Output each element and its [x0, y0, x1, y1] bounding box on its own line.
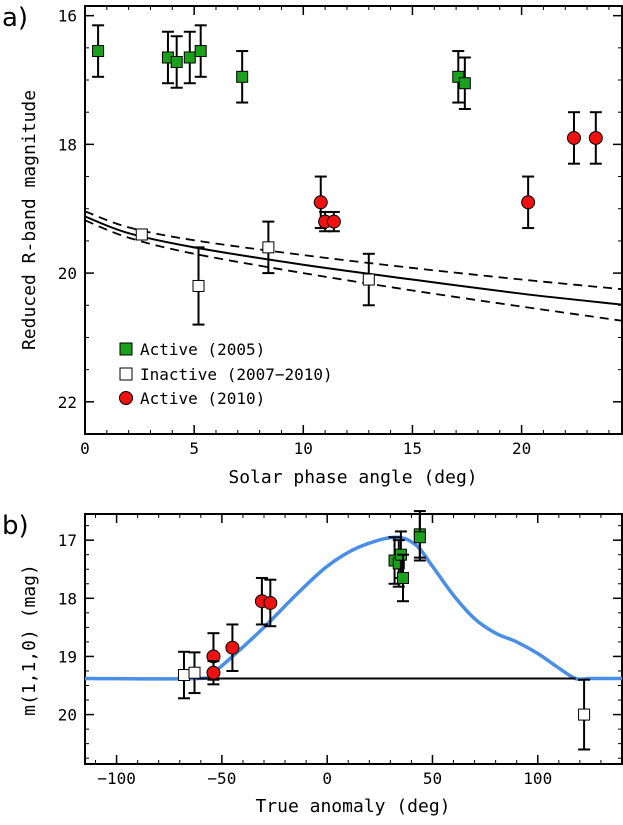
panel-b-ticks: −100 −50 0 50 100 17 18 19 20: [58, 514, 623, 788]
x-tick-label: 0: [80, 439, 90, 458]
y-tick-label: 19: [58, 647, 77, 666]
data-point: [170, 35, 183, 89]
marker-circle: [521, 195, 536, 210]
data-point: [521, 175, 536, 230]
data-point: [225, 623, 240, 672]
data-point: [236, 50, 249, 104]
data-point: [262, 220, 275, 275]
data-point: [566, 111, 581, 165]
marker-square: [452, 70, 465, 83]
x-tick-label: 5: [189, 439, 199, 458]
y-tick-label: 22: [58, 393, 77, 412]
panel-a: a) 0 5 10 15 20 16 18 20 22 Solar phase angle (d…: [2, 3, 623, 488]
marker-square: [262, 241, 275, 254]
data-point: [326, 210, 341, 233]
legend-marker-inactive: [119, 367, 133, 381]
data-point: [413, 513, 426, 562]
x-tick-label: −100: [97, 769, 136, 788]
data-point: [263, 578, 278, 628]
data-point: [92, 24, 105, 78]
data-point: [458, 56, 471, 110]
y-tick-label: 17: [58, 531, 77, 550]
marker-square: [170, 55, 183, 68]
marker-square: [192, 279, 205, 292]
x-tick-label: 50: [423, 769, 442, 788]
marker-circle: [313, 195, 328, 210]
data-point: [188, 651, 201, 695]
panel-a-ticks: 0 5 10 15 20 16 18 20 22: [58, 6, 622, 458]
x-tick-label: 10: [294, 439, 313, 458]
marker-square: [183, 51, 196, 64]
x-tick-label: 15: [403, 439, 422, 458]
marker-circle: [566, 130, 581, 145]
legend-marker-active-2010: [119, 391, 133, 405]
marker-circle: [263, 595, 278, 610]
marker-square: [188, 666, 201, 679]
y-tick-label: 16: [58, 7, 77, 26]
marker-circle: [588, 130, 603, 145]
marker-circle: [326, 214, 341, 229]
legend-label-active-2010: Active (2010): [140, 389, 265, 408]
panel-b-x-axis-title: True anomaly (deg): [255, 796, 450, 817]
x-tick-label: 0: [322, 769, 332, 788]
y-tick-label: 20: [58, 264, 77, 283]
marker-square: [236, 70, 249, 83]
panel-b-data-points: [177, 510, 591, 751]
data-point: [452, 50, 465, 104]
data-point: [177, 650, 190, 700]
data-point: [206, 660, 221, 686]
panel-b-plot-frame: [84, 513, 623, 765]
marker-square: [194, 45, 207, 58]
data-point: [578, 678, 591, 751]
marker-square: [135, 228, 148, 241]
marker-square: [396, 571, 409, 584]
data-point: [183, 30, 196, 85]
x-tick-label: 20: [512, 439, 531, 458]
x-tick-label: −50: [207, 769, 236, 788]
data-point: [396, 553, 409, 603]
data-point: [362, 252, 375, 307]
marker-square: [413, 531, 426, 544]
legend-label-inactive: Inactive (2007−2010): [140, 365, 333, 384]
y-tick-label: 18: [58, 589, 77, 608]
panel-a-label: a): [2, 3, 28, 33]
x-tick-label: 100: [523, 769, 552, 788]
panel-a-data-points: [92, 24, 603, 326]
legend-label-active-2005: Active (2005): [140, 340, 265, 359]
marker-circle: [225, 640, 240, 655]
marker-square: [362, 273, 375, 286]
marker-square: [458, 77, 471, 90]
panel-a-y-axis-title: Reduced R-band magnitude: [19, 90, 40, 350]
panel-a-plot-frame: [84, 5, 623, 435]
y-tick-label: 18: [58, 135, 77, 154]
y-tick-label: 20: [58, 706, 77, 725]
marker-circle: [206, 665, 221, 680]
data-point: [135, 228, 148, 241]
data-point: [194, 24, 207, 78]
panel-a-x-axis-title: Solar phase angle (deg): [228, 467, 477, 488]
data-point: [192, 246, 205, 326]
panel-b-y-axis-title: m(1,1,0) (mag): [19, 564, 40, 716]
marker-square: [177, 669, 190, 682]
data-point: [588, 111, 603, 165]
model-curve-upper-bound: [85, 210, 622, 291]
legend-marker-active-2005: [119, 342, 133, 356]
model-curve-activity-model: [85, 535, 622, 682]
marker-square: [578, 708, 591, 721]
panel-a-model-curves: [85, 210, 622, 322]
model-curve-lower-bound: [85, 219, 622, 322]
panel-b: b) −100 −50 0 50 100 17 18 19 20 True anomaly (d…: [2, 510, 623, 817]
panel-b-model-curves: [85, 535, 622, 682]
panel-b-label: b): [2, 511, 29, 541]
marker-square: [92, 45, 105, 58]
panel-a-legend: Active (2005) Inactive (2007−2010) Activ…: [119, 340, 333, 408]
